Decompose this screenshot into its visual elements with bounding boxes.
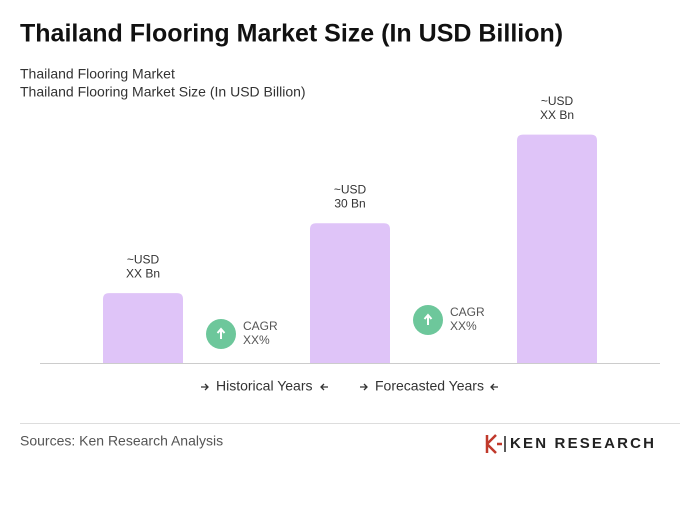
logo-icon xyxy=(485,434,502,454)
legend-arrow xyxy=(320,383,328,391)
value-label: XX Bn xyxy=(540,108,574,122)
logo-text: KEN RESEARCH xyxy=(510,435,654,452)
cagr-arrow xyxy=(216,327,226,339)
bar xyxy=(310,223,390,363)
value-label: ~USD xyxy=(127,252,160,266)
value-label: ~USD xyxy=(541,94,574,108)
source: Sources: Ken Research Analysis xyxy=(20,433,223,449)
cagr-label: CAGR xyxy=(450,305,485,319)
cagr-label: XX% xyxy=(450,319,477,333)
bar xyxy=(517,134,597,363)
value-label: XX Bn xyxy=(126,266,160,280)
logo: KEN RESEARCH xyxy=(485,434,654,454)
legend-arrow xyxy=(201,383,209,391)
bar xyxy=(103,293,183,363)
value-label: 30 Bn xyxy=(334,196,365,210)
chart-title: Thailand Flooring Market Size (In USD Bi… xyxy=(20,84,306,100)
value-label: ~USD xyxy=(334,182,367,196)
legend-arrow xyxy=(490,383,498,391)
cagr-label: CAGR xyxy=(243,319,278,333)
legend-label: Historical Years xyxy=(216,378,313,394)
cagr-label: XX% xyxy=(243,333,270,347)
cagr-arrow xyxy=(423,313,433,325)
legend-arrow xyxy=(360,383,368,391)
legend: Historical Years Forecasted Years xyxy=(201,378,498,394)
subtitle: Thailand Flooring Market xyxy=(20,66,175,82)
legend-label: Forecasted Years xyxy=(375,378,484,394)
page-title: Thailand Flooring Market Size (In USD Bi… xyxy=(20,20,563,48)
